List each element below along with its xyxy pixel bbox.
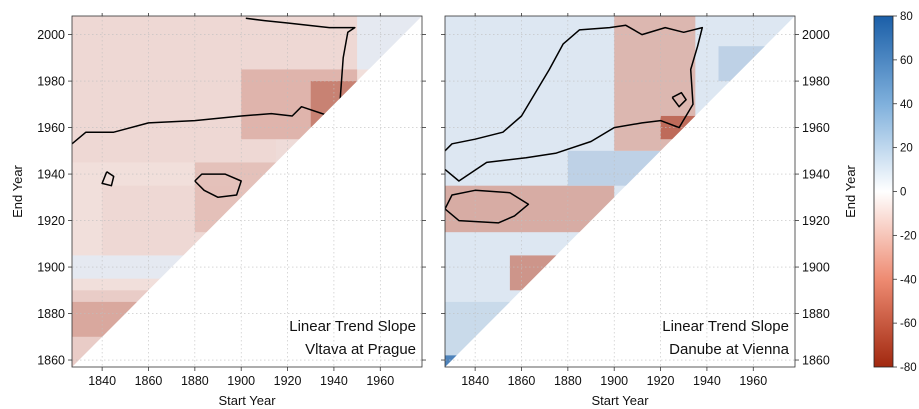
y-tick-label: 2000 xyxy=(802,28,830,42)
y-tick-label: 1940 xyxy=(802,168,830,182)
y-tick-label: 1860 xyxy=(37,354,65,368)
y-axis-label: End Year xyxy=(10,164,25,217)
heatmap-region-3 xyxy=(445,185,615,233)
colorbar-tick-label: 40 xyxy=(900,99,913,111)
y-tick-label: 1940 xyxy=(37,168,65,182)
x-tick-label: 1840 xyxy=(88,374,116,388)
y-tick-label: 1960 xyxy=(802,121,830,135)
y-tick-label: 1920 xyxy=(802,214,830,228)
x-tick-label: 1880 xyxy=(181,374,209,388)
y-tick-label: 2000 xyxy=(37,28,65,42)
x-tick-label: 1920 xyxy=(274,374,302,388)
colorbar-tick-label: -60 xyxy=(900,318,917,330)
panel-annotation-0: Linear Trend Slope xyxy=(289,318,416,335)
grid-lines xyxy=(72,16,422,367)
contour-line-0 xyxy=(72,17,356,145)
x-tick-label: 1960 xyxy=(739,374,767,388)
panel-annotation-0: Linear Trend Slope xyxy=(662,318,789,335)
y-tick-label: 1880 xyxy=(37,307,65,321)
plot-frame xyxy=(444,15,796,368)
x-axis-label: Start Year xyxy=(591,393,649,408)
panel-annotation-1: Vltava at Prague xyxy=(305,341,416,358)
contour-line-2 xyxy=(671,91,687,108)
colorbar-tick-label: -80 xyxy=(900,362,917,374)
y-tick-label: 1860 xyxy=(802,354,830,368)
x-tick-label: 1900 xyxy=(227,374,255,388)
significance-contours xyxy=(445,24,704,224)
contour-line-1 xyxy=(101,171,115,187)
heatmap-panel-vltava: 1840 1860 1880 1900 1920 1940 1960 1860 1880 1900… xyxy=(10,13,426,408)
colorbar-tick-label: 60 xyxy=(900,55,913,67)
contour-line-1 xyxy=(445,189,530,224)
x-tick-label: 1940 xyxy=(320,374,348,388)
x-axis-label: Start Year xyxy=(218,393,276,408)
grid-lines xyxy=(445,16,795,367)
y-axis-label: End Year xyxy=(843,164,858,217)
y-tick-label: 1980 xyxy=(37,75,65,89)
x-tick-label: 1860 xyxy=(135,374,163,388)
heatmap-panel-danube: 1840 1860 1880 1900 1920 1940 1960 1860 1880 1900… xyxy=(441,13,858,408)
x-tick-label: 1920 xyxy=(647,374,675,388)
x-tick-label: 1940 xyxy=(693,374,721,388)
x-tick-label: 1960 xyxy=(366,374,394,388)
colorbar-tick-label: 80 xyxy=(900,11,913,23)
significance-contours xyxy=(72,17,356,199)
x-tick-label: 1840 xyxy=(461,374,489,388)
y-tick-label: 1960 xyxy=(37,121,65,135)
colorbar-tick-label: 20 xyxy=(900,143,913,155)
contour-line-2 xyxy=(194,173,242,199)
panel-annotation-1: Danube at Vienna xyxy=(669,341,789,358)
colorbar-tick-label: -40 xyxy=(900,274,917,286)
colorbar-gradient xyxy=(873,15,894,368)
y-tick-label: 1900 xyxy=(37,261,65,275)
colorbar: -80 -60 -40 -20 0 20 40 60 80 xyxy=(873,11,917,374)
x-tick-label: 1900 xyxy=(600,374,628,388)
contour-line-0 xyxy=(445,24,704,182)
plot-frame xyxy=(71,15,423,368)
y-tick-label: 1900 xyxy=(802,261,830,275)
x-tick-label: 1860 xyxy=(508,374,536,388)
y-tick-label: 1920 xyxy=(37,214,65,228)
y-tick-label: 1880 xyxy=(802,307,830,321)
x-tick-label: 1880 xyxy=(554,374,582,388)
y-tick-label: 1980 xyxy=(802,75,830,89)
colorbar-tick-label: -20 xyxy=(900,230,917,242)
colorbar-tick-label: 0 xyxy=(900,187,906,199)
